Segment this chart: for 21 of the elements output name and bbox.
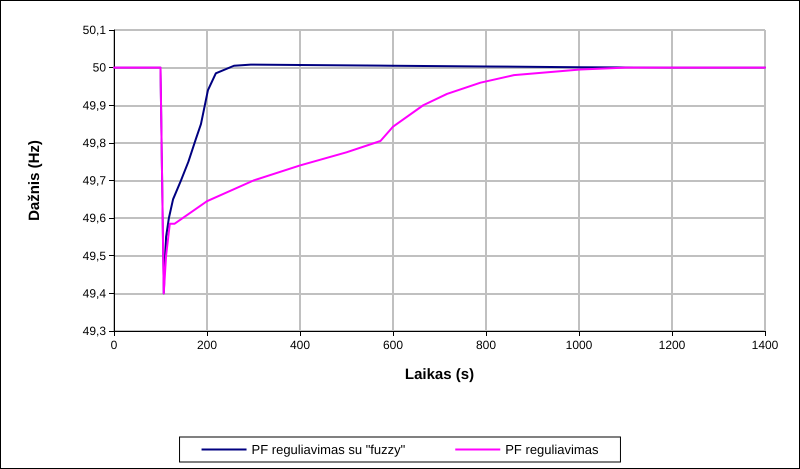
x-tick-label: 0: [110, 338, 118, 352]
y-axis-title: Dažnis (Hz): [26, 140, 43, 221]
legend-label: PF reguliavimas: [505, 442, 599, 457]
x-tick-label: 600: [382, 338, 404, 352]
y-tick-label: 49,5: [82, 248, 106, 263]
y-tick-label: 49,8: [82, 136, 106, 150]
y-tick-label: 49,7: [82, 174, 106, 188]
x-axis-title: Laikas (s): [404, 366, 474, 383]
y-tick-label: 49,6: [82, 211, 106, 226]
y-tick-label: 49,4: [82, 286, 106, 300]
x-tick-label: 1200: [658, 338, 686, 352]
y-tick-label: 50: [92, 60, 106, 75]
x-tick-label: 400: [290, 338, 310, 352]
y-tick-label: 49,3: [82, 324, 106, 338]
legend-label: PF reguliavimas su "fuzzy": [252, 442, 406, 457]
x-tick-label: 200: [196, 338, 218, 352]
x-tick-label: 1400: [752, 338, 779, 352]
y-tick-label: 49,9: [82, 98, 106, 112]
x-tick-label: 800: [476, 338, 496, 352]
y-tick-label: 50,1: [82, 23, 106, 37]
x-tick-label: 1000: [566, 338, 593, 352]
